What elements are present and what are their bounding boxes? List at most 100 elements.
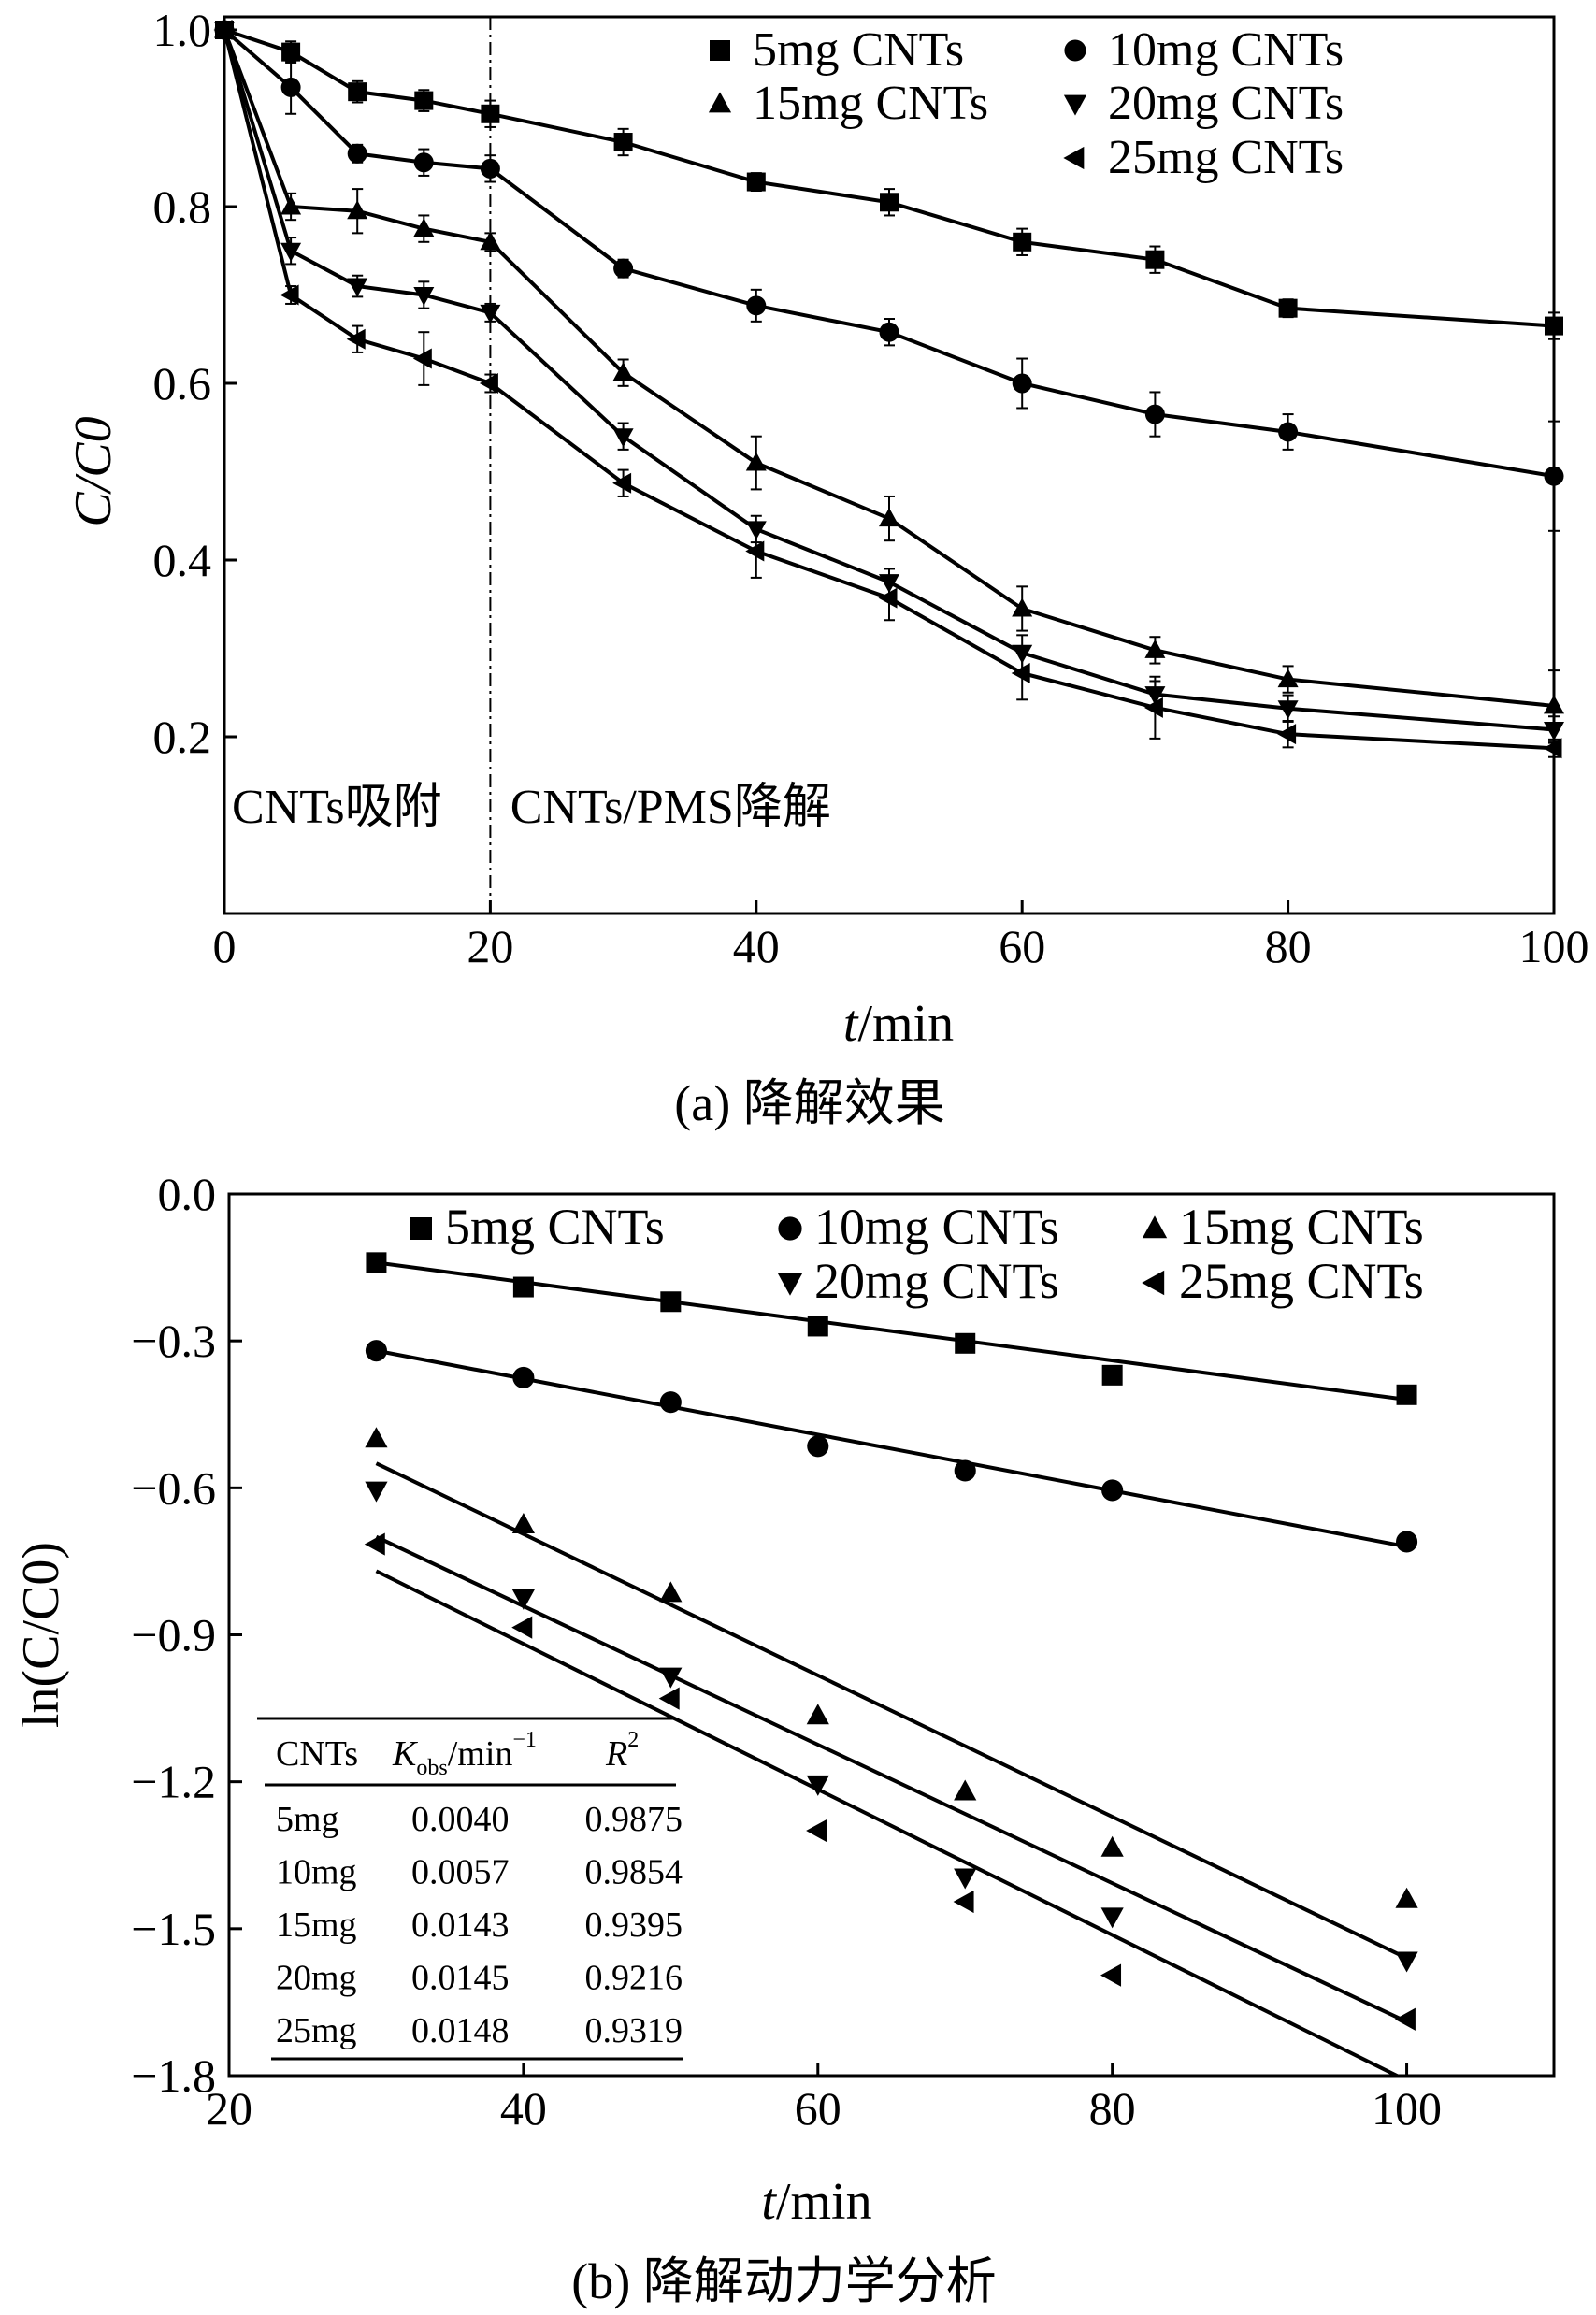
- legend-marker-2: [1142, 1215, 1168, 1239]
- legend-marker-4: [1063, 146, 1085, 170]
- legend-label-3: 20mg CNTs: [1108, 77, 1344, 130]
- y-tick-label-a: 0.2: [153, 711, 212, 763]
- series-line-0: [223, 28, 1555, 328]
- fit-line-4: [375, 1569, 1402, 2076]
- data-point-1: [365, 1340, 387, 1362]
- series-line-3: [223, 29, 1555, 732]
- data-point-2: [1544, 695, 1564, 714]
- legend-marker-1: [1064, 39, 1086, 62]
- x-axis-label-b: t/min: [761, 2173, 871, 2231]
- data-point-0: [1545, 316, 1563, 336]
- data-point-1: [807, 1435, 829, 1458]
- data-point-3: [347, 278, 368, 297]
- data-point-4: [1277, 724, 1297, 745]
- x-tick-label-a: 80: [1265, 920, 1312, 972]
- data-point-2: [806, 1704, 829, 1725]
- data-point-0: [613, 133, 633, 152]
- legend-label-2: 15mg CNTs: [1179, 1199, 1424, 1255]
- chart-caption-a: (a) 降解效果: [674, 1075, 944, 1131]
- legend-marker-2: [708, 92, 732, 113]
- legend-marker-3: [777, 1273, 803, 1296]
- chart-caption-b: (b) 降解动力学分析: [571, 2253, 996, 2309]
- data-point-4: [612, 472, 632, 494]
- data-point-1: [480, 158, 500, 179]
- y-tick-label-b: −0.3: [131, 1315, 216, 1367]
- x-axis-label-unit: /min: [857, 995, 954, 1053]
- data-point-2: [745, 452, 767, 471]
- data-point-4: [878, 587, 898, 609]
- data-point-2: [879, 508, 899, 527]
- data-point-0: [1278, 298, 1298, 318]
- table-cell-r2: 0.9216: [585, 1959, 683, 1998]
- data-point-1: [512, 1366, 535, 1389]
- table-cell-kobs: 0.0145: [411, 1959, 510, 1998]
- table-cell-r2: 0.9854: [585, 1853, 683, 1892]
- x-tick-label-b: 20: [206, 2082, 252, 2135]
- data-point-4: [412, 348, 432, 369]
- legend-label-2: 15mg CNTs: [753, 77, 988, 130]
- data-point-0: [414, 91, 434, 110]
- fit-line-0: [376, 1260, 1407, 1402]
- legend-label-0: 5mg CNTs: [445, 1199, 665, 1255]
- data-point-0: [281, 42, 301, 62]
- y-tick-label-a: 0.6: [153, 357, 212, 410]
- data-point-0: [1101, 1364, 1123, 1386]
- data-point-3: [365, 1481, 388, 1503]
- data-point-1: [1144, 404, 1165, 424]
- y-tick-label-a: 1.0: [153, 4, 212, 56]
- table-cell-r2: 0.9875: [585, 1800, 683, 1839]
- x-tick-label-a: 20: [467, 920, 513, 972]
- legend-label-1: 10mg CNTs: [1108, 23, 1344, 77]
- data-point-0: [1145, 250, 1165, 269]
- series-line-1: [223, 28, 1555, 479]
- x-axis-label-var: t: [843, 995, 859, 1053]
- x-tick-label-a: 100: [1519, 920, 1589, 972]
- data-point-1: [1278, 422, 1299, 442]
- data-point-0: [880, 193, 899, 212]
- data-point-2: [365, 1427, 388, 1448]
- table-cell-cnts: 20mg: [276, 1959, 357, 1998]
- data-point-3: [659, 1667, 683, 1689]
- x-tick-label-a: 60: [999, 920, 1045, 972]
- x-axis-label-var: t: [761, 2173, 777, 2231]
- table-cell-kobs: 0.0148: [411, 2011, 510, 2050]
- table-header-kobs-part: obs: [416, 1756, 447, 1780]
- data-point-2: [954, 1779, 977, 1801]
- data-point-2: [280, 195, 302, 215]
- legend-label-4: 25mg CNTs: [1179, 1253, 1424, 1309]
- x-axis-label-a: t/min: [843, 995, 954, 1053]
- data-point-3: [954, 1868, 977, 1890]
- legend-marker-0: [710, 40, 730, 61]
- legend-marker-4: [1142, 1270, 1165, 1296]
- legend-marker-0: [410, 1217, 432, 1240]
- data-point-4: [953, 1890, 974, 1914]
- y-tick-label-b: −1.5: [131, 1903, 216, 1955]
- fit-line-1: [376, 1348, 1407, 1549]
- x-tick-label-b: 80: [1089, 2082, 1136, 2135]
- data-point-3: [1544, 721, 1564, 741]
- y-axis-label-b: ln(C/C0): [12, 1542, 70, 1728]
- data-point-4: [213, 20, 233, 40]
- legend-label-0: 5mg CNTs: [753, 23, 964, 77]
- data-point-1: [659, 1391, 682, 1414]
- data-point-3: [1395, 1951, 1418, 1973]
- data-point-1: [1396, 1531, 1418, 1553]
- data-point-4: [511, 1616, 533, 1639]
- y-tick-label-b: −1.8: [131, 2049, 216, 2102]
- data-point-4: [1100, 1963, 1122, 1987]
- data-point-1: [347, 143, 367, 164]
- data-point-2: [1144, 639, 1166, 658]
- data-point-0: [955, 1332, 976, 1354]
- data-point-3: [413, 287, 435, 306]
- data-point-4: [346, 328, 366, 350]
- data-point-2: [1100, 1835, 1124, 1857]
- y-tick-label-a: 0.4: [153, 534, 212, 586]
- legend-label-1: 10mg CNTs: [814, 1199, 1059, 1255]
- y-tick-label-b: 0.0: [158, 1168, 217, 1220]
- data-point-2: [612, 362, 634, 381]
- x-tick-label-a: 40: [733, 920, 780, 972]
- table-header-cnts: CNTs: [276, 1734, 358, 1774]
- data-point-3: [480, 304, 501, 324]
- data-point-4: [745, 540, 765, 562]
